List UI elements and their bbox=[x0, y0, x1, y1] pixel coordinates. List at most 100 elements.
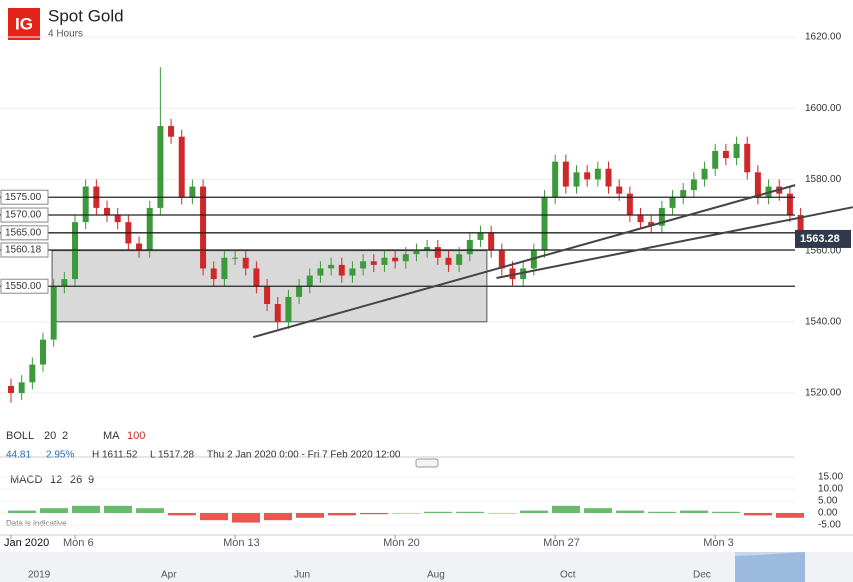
level-tag bbox=[0, 278, 49, 294]
candle-body bbox=[488, 232, 495, 251]
macd-bar bbox=[744, 512, 772, 516]
candle-body bbox=[552, 161, 559, 198]
candle-body bbox=[221, 257, 228, 280]
candle-body bbox=[189, 186, 196, 198]
macd-fast: 12 bbox=[50, 474, 62, 486]
macd-bar bbox=[776, 512, 804, 518]
level-label: 1550.00 bbox=[5, 281, 42, 292]
change: 44.81 bbox=[6, 450, 31, 461]
macd-bar bbox=[424, 511, 452, 513]
macd-tick-label: 15.00 bbox=[818, 472, 843, 483]
level-label: 1565.00 bbox=[5, 227, 42, 238]
macd-tick-label: 10.00 bbox=[818, 484, 843, 495]
x-tick-label: Mon 20 bbox=[383, 537, 420, 549]
candle-body bbox=[498, 250, 505, 269]
candle-body bbox=[786, 193, 793, 216]
candle-body bbox=[733, 143, 740, 159]
level-tag bbox=[0, 189, 49, 205]
chart-title: Spot Gold bbox=[48, 6, 124, 25]
macd-bar bbox=[168, 512, 196, 516]
navigator[interactable] bbox=[0, 552, 853, 582]
ma-label: MA bbox=[103, 430, 120, 442]
candle-body bbox=[50, 286, 57, 340]
candle-body bbox=[210, 268, 217, 280]
high: H 1611.52 bbox=[92, 450, 138, 461]
macd-bar bbox=[104, 505, 132, 513]
candle-body bbox=[669, 197, 676, 208]
y-tick-label: 1540.00 bbox=[805, 316, 842, 327]
candle-body bbox=[530, 250, 537, 269]
candle-body bbox=[317, 268, 324, 276]
navigator-label: Aug bbox=[427, 570, 445, 581]
candle-body bbox=[242, 257, 249, 269]
navigator-label: Oct bbox=[560, 570, 576, 581]
candle-body bbox=[157, 126, 164, 208]
candle-body bbox=[370, 261, 377, 265]
range: Thu 2 Jan 2020 0:00 - Fri 7 Feb 2020 12:… bbox=[207, 450, 401, 461]
macd-bar bbox=[264, 512, 292, 521]
level-label: 1570.00 bbox=[5, 210, 42, 221]
candle-body bbox=[40, 339, 47, 365]
macd-tick-label: -5.00 bbox=[818, 520, 841, 531]
subtitle: 4 Hours bbox=[48, 29, 83, 40]
macd-bar bbox=[232, 512, 260, 523]
candle-body bbox=[797, 215, 804, 239]
candle-body bbox=[253, 268, 260, 287]
candle-body bbox=[637, 215, 644, 223]
x-tick-label: Mon 27 bbox=[543, 537, 580, 549]
candle-body bbox=[264, 286, 271, 305]
candle-body bbox=[594, 168, 601, 180]
candle-body bbox=[509, 268, 516, 280]
candle-body bbox=[61, 279, 68, 287]
note: Data is indicative bbox=[6, 519, 67, 528]
y-tick-label: 1520.00 bbox=[805, 388, 842, 399]
macd-bar bbox=[680, 510, 708, 513]
macd-label: MACD bbox=[10, 474, 42, 486]
resize-handle[interactable] bbox=[415, 458, 439, 468]
boll-label: BOLL bbox=[6, 430, 34, 442]
candle-body bbox=[136, 243, 143, 251]
macd-bar bbox=[456, 511, 484, 513]
macd-bar bbox=[584, 508, 612, 513]
candle-body bbox=[456, 254, 463, 265]
macd-bar bbox=[712, 511, 740, 513]
candle-body bbox=[178, 136, 185, 198]
candle-body bbox=[402, 254, 409, 262]
candle-body bbox=[114, 215, 121, 223]
candle-body bbox=[232, 257, 239, 259]
candle-body bbox=[701, 168, 708, 180]
macd-slow: 26 bbox=[70, 474, 82, 486]
macd-tick-label: 5.00 bbox=[818, 496, 838, 507]
candle-body bbox=[349, 268, 356, 276]
macd-bar bbox=[616, 510, 644, 513]
macd-bar bbox=[136, 508, 164, 513]
macd-bar bbox=[8, 510, 36, 513]
macd-bar bbox=[296, 512, 324, 518]
candle-body bbox=[285, 296, 292, 322]
macd-signal: 9 bbox=[88, 474, 94, 486]
candle-body bbox=[296, 286, 303, 297]
macd-bar bbox=[72, 505, 100, 513]
candle-body bbox=[381, 257, 388, 265]
macd-bar bbox=[360, 512, 388, 515]
candle-body bbox=[445, 257, 452, 265]
ma-period: 100 bbox=[127, 430, 145, 442]
candle-body bbox=[562, 161, 569, 187]
price-tag-label: 1563.28 bbox=[800, 233, 840, 245]
candle-body bbox=[616, 186, 623, 194]
x-tick-label: Mon 6 bbox=[63, 537, 94, 549]
macd-bar bbox=[520, 510, 548, 513]
candle-body bbox=[680, 190, 687, 198]
candle-body bbox=[168, 126, 175, 137]
candle-body bbox=[434, 247, 441, 258]
level-tag bbox=[0, 225, 49, 241]
candle-body bbox=[392, 257, 399, 262]
candle-body bbox=[424, 247, 431, 251]
candle-body bbox=[338, 264, 345, 276]
level-label: 1560.18 bbox=[5, 245, 42, 256]
y-tick-label: 1620.00 bbox=[805, 32, 842, 43]
level-tag bbox=[0, 207, 49, 223]
navigator-label: Apr bbox=[161, 570, 177, 581]
candle-body bbox=[18, 382, 25, 394]
